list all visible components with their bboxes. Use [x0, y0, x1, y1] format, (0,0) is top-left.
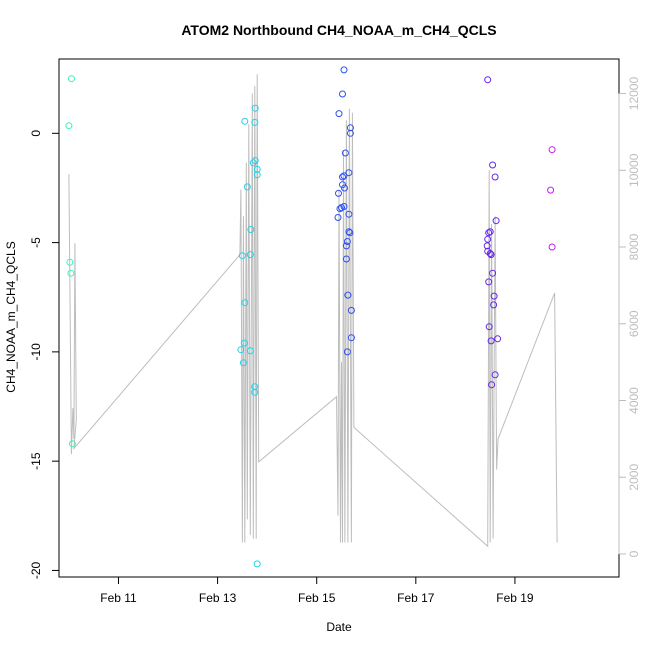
- data-point: [485, 278, 493, 286]
- y-axis-label: CH4_NOAA_m_CH4_QCLS: [4, 241, 18, 392]
- data-point: [346, 229, 354, 237]
- data-point: [486, 250, 494, 257]
- data-point: [342, 242, 350, 250]
- data-point: [247, 226, 255, 233]
- data-point: [243, 183, 251, 191]
- y-tick-label: -10: [29, 343, 43, 361]
- points-layer: [65, 66, 556, 568]
- data-point: [241, 117, 249, 125]
- data-point: [240, 339, 248, 347]
- data-point: [340, 172, 348, 180]
- x-tick-label: Feb 11: [100, 591, 137, 605]
- data-point: [338, 204, 345, 212]
- y2-tick-label: 8000: [627, 233, 641, 260]
- data-point: [345, 210, 353, 218]
- data-point: [342, 255, 350, 263]
- data-point: [548, 243, 556, 251]
- y-tick-label: -15: [29, 452, 43, 470]
- y2-tick-label: 0: [627, 550, 641, 557]
- altitude-line: [68, 74, 558, 548]
- data-point: [249, 159, 257, 167]
- data-point: [237, 346, 245, 354]
- data-point: [239, 359, 247, 367]
- data-point: [340, 66, 348, 74]
- data-point: [246, 347, 254, 355]
- x-tick-label: Feb 19: [496, 591, 534, 605]
- data-point: [246, 251, 254, 259]
- data-point: [484, 235, 492, 243]
- data-point: [251, 104, 259, 112]
- data-point: [335, 189, 342, 197]
- data-point: [548, 146, 556, 154]
- data-point: [346, 129, 354, 137]
- data-point: [341, 184, 348, 192]
- data-point: [339, 90, 346, 98]
- y-tick-label: 0: [29, 130, 43, 137]
- x-tick-label: Feb 15: [298, 591, 336, 605]
- data-point: [334, 214, 342, 221]
- data-point: [241, 299, 249, 307]
- data-point: [343, 238, 351, 245]
- data-point: [487, 251, 495, 259]
- y2-tick-label: 4000: [627, 387, 641, 414]
- altitude-layer: [68, 74, 558, 548]
- data-point: [345, 228, 353, 236]
- data-point: [494, 335, 502, 343]
- data-point: [547, 186, 555, 194]
- data-point: [486, 228, 494, 236]
- data-point: [253, 560, 261, 568]
- data-point: [492, 217, 500, 225]
- data-point: [253, 171, 261, 179]
- y-tick-label: -5: [29, 237, 43, 248]
- data-point: [343, 348, 351, 356]
- y2-tick-label: 6000: [627, 310, 641, 337]
- data-point: [483, 242, 491, 250]
- data-point: [489, 269, 497, 277]
- y2-tick-label: 2000: [627, 464, 641, 491]
- data-point: [253, 165, 261, 173]
- x-tick-label: Feb 13: [199, 591, 237, 605]
- data-point: [487, 337, 495, 345]
- data-point: [491, 173, 499, 181]
- data-point: [65, 122, 73, 130]
- data-point: [251, 118, 259, 126]
- data-point: [68, 440, 76, 448]
- data-point: [251, 388, 259, 396]
- data-point: [490, 292, 498, 300]
- x-axis-label: Date: [326, 620, 352, 634]
- data-point: [485, 229, 493, 237]
- data-point: [344, 291, 352, 299]
- x-axis: Feb 11 Feb 13 Feb 15 Feb 17 Feb 19: [100, 576, 534, 605]
- data-point: [341, 149, 349, 157]
- y-axis-right: 0 2000 4000 6000 8000 10000 12000: [618, 77, 641, 557]
- data-point: [66, 258, 74, 266]
- data-point: [335, 110, 343, 118]
- chart-title: ATOM2 Northbound CH4_NOAA_m_CH4_QCLS: [181, 22, 496, 38]
- data-point: [336, 205, 344, 213]
- data-point: [347, 334, 355, 342]
- data-point: [67, 75, 75, 83]
- data-point: [339, 173, 346, 181]
- data-point: [484, 76, 492, 84]
- data-point: [345, 169, 353, 177]
- data-point: [347, 306, 355, 314]
- data-point: [485, 323, 493, 331]
- y2-tick-label: 10000: [627, 153, 641, 187]
- y-tick-label: -20: [29, 561, 43, 579]
- data-point: [67, 269, 75, 277]
- data-point: [491, 371, 499, 379]
- y2-tick-label: 12000: [627, 77, 641, 111]
- data-point: [488, 381, 496, 389]
- y-axis: 0 -5 -10 -15 -20: [29, 130, 60, 579]
- x-tick-label: Feb 17: [397, 591, 435, 605]
- data-point: [490, 301, 498, 309]
- data-point: [251, 157, 259, 165]
- data-point: [489, 161, 497, 169]
- data-point: [238, 252, 246, 260]
